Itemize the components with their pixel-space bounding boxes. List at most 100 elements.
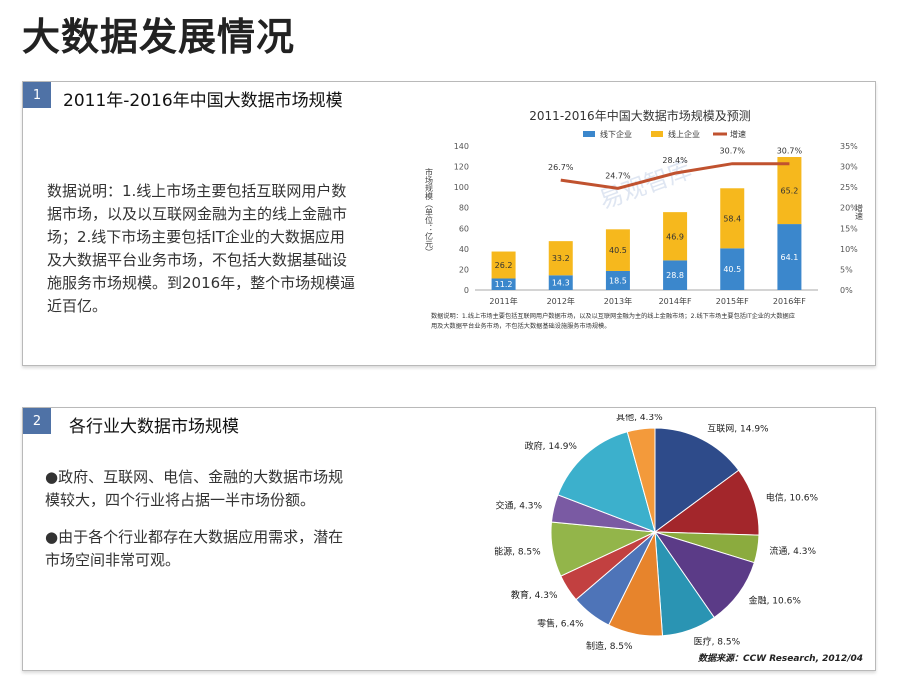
data-label-online: 65.2 bbox=[781, 187, 799, 196]
description-line: 数据说明：1.线上市场主要包括互联网用户数 bbox=[47, 182, 347, 200]
chart-source: 数据来源：CCW Research, 2012/04 bbox=[698, 653, 863, 664]
page-title: 大数据发展情况 bbox=[22, 15, 296, 59]
pie-label: 零售, 6.4% bbox=[537, 617, 584, 629]
x-tick-label: 2011年 bbox=[489, 296, 517, 306]
legend-swatch bbox=[583, 131, 595, 137]
chart-title: 2011-2016年中国大数据市场规模及预测 bbox=[529, 108, 750, 123]
x-tick-label: 2015年F bbox=[716, 296, 749, 306]
section-panel-industry-share: 2 各行业大数据市场规模 ●政府、互联网、电信、金融的大数据市场规 模较大，四个… bbox=[22, 407, 876, 671]
legend-label: 线下企业 bbox=[600, 129, 632, 139]
bullet-line: ●由于各个行业都存在大数据应用需求，潜在 bbox=[45, 528, 344, 546]
pie-label: 互联网, 14.9% bbox=[707, 423, 769, 434]
pie-slice bbox=[653, 531, 755, 619]
pie-label: 其他, 4.3% bbox=[616, 414, 663, 423]
legend-swatch bbox=[651, 131, 663, 137]
y-tick-label: 20 bbox=[459, 265, 469, 274]
pie-label: 政府, 14.9% bbox=[525, 440, 578, 452]
data-label-offline: 14.3 bbox=[552, 279, 570, 288]
description-line: 施服务市场规模。到2016年，整个市场规模逼 bbox=[47, 274, 356, 292]
pie-label: 制造, 8.5% bbox=[586, 640, 633, 652]
section-title: 2011年-2016年中国大数据市场规模 bbox=[63, 91, 343, 111]
pie-label: 电信, 10.6% bbox=[766, 491, 819, 503]
data-label-offline: 18.5 bbox=[609, 276, 627, 285]
legend-label: 线上企业 bbox=[668, 129, 700, 139]
data-label-offline: 40.5 bbox=[723, 265, 741, 274]
data-label-online: 40.5 bbox=[609, 246, 627, 255]
pie-label: 医疗, 8.5% bbox=[694, 635, 741, 647]
bullet-list: ●政府、互联网、电信、金融的大数据市场规 模较大，四个行业将占据一半市场份额。 … bbox=[45, 466, 413, 586]
pie-label: 能源, 8.5% bbox=[494, 546, 541, 558]
y-tick-label: 100 bbox=[454, 183, 469, 192]
chart-note: 用及大数据平台业务市场，不包括大数据基础设施服务市场规模。 bbox=[431, 322, 610, 330]
x-tick-label: 2012年 bbox=[547, 296, 575, 306]
growth-label: 26.7% bbox=[548, 163, 574, 172]
y2-tick-label: 5% bbox=[840, 265, 853, 274]
pie-label: 流通, 4.3% bbox=[769, 545, 816, 557]
description-line: 场；2.线下市场主要包括IT企业的大数据应用 bbox=[47, 228, 345, 246]
pie-label: 金融, 10.6% bbox=[749, 595, 802, 607]
bar-online bbox=[548, 241, 573, 276]
section-number-badge: 2 bbox=[23, 408, 51, 434]
description-line: 及大数据平台业务市场，不包括大数据基础设 bbox=[47, 251, 348, 269]
bullet-line: 市场空间非常可观。 bbox=[45, 551, 181, 569]
bar-offline bbox=[663, 260, 688, 290]
y2-tick-label: 0% bbox=[840, 286, 853, 295]
growth-label: 30.7% bbox=[777, 147, 803, 156]
bar-offline bbox=[491, 278, 516, 290]
data-label-online: 26.2 bbox=[495, 261, 513, 270]
growth-label: 28.4% bbox=[662, 156, 688, 165]
y-tick-label: 40 bbox=[459, 245, 469, 254]
legend-label: 增速 bbox=[730, 129, 746, 139]
bar-online bbox=[491, 251, 516, 279]
bullet-line: 模较大，四个行业将占据一半市场份额。 bbox=[45, 491, 316, 509]
y2-tick-label: 30% bbox=[840, 163, 858, 172]
pie-slice bbox=[557, 431, 656, 533]
bar-offline bbox=[548, 275, 573, 290]
pie-label: 交通, 4.3% bbox=[495, 499, 542, 511]
data-label-online: 46.9 bbox=[666, 232, 684, 241]
bar-online bbox=[777, 157, 802, 225]
data-label-offline: 11.2 bbox=[495, 280, 513, 289]
growth-line bbox=[560, 162, 790, 190]
y-tick-label: 140 bbox=[454, 142, 469, 151]
data-label-offline: 64.1 bbox=[781, 253, 799, 262]
y2-tick-label: 20% bbox=[840, 204, 858, 213]
data-label-online: 33.2 bbox=[552, 254, 570, 263]
x-tick-label: 2014年F bbox=[659, 296, 692, 306]
industry-pie-chart: 互联网, 14.9% 电信, 10.6% 流通, 4.3% 金融, 10.6% 医疗, … bbox=[494, 414, 863, 664]
pie-slice bbox=[654, 427, 740, 533]
section-title: 各行业大数据市场规模 bbox=[69, 417, 239, 437]
data-label-online: 58.4 bbox=[723, 214, 741, 223]
y2-tick-label: 10% bbox=[840, 245, 858, 254]
x-tick-label: 2013年 bbox=[604, 296, 632, 306]
y-axis-label: 市场规模（单位：亿元） bbox=[425, 167, 434, 256]
growth-label: 30.7% bbox=[720, 147, 746, 156]
section-number-badge: 1 bbox=[23, 82, 51, 108]
chart-note: 数据说明：1.线上市场主要包括互联网用户数据市场，以及以互联网金融为主的线上金融… bbox=[431, 312, 795, 320]
y2-tick-label: 35% bbox=[840, 142, 858, 151]
y-tick-label: 120 bbox=[454, 163, 469, 172]
pie-slice bbox=[653, 469, 760, 536]
description-line: 近百亿。 bbox=[47, 297, 108, 315]
bar-online bbox=[605, 229, 630, 271]
growth-label: 24.7% bbox=[605, 171, 631, 180]
bullet-line: ●政府、互联网、电信、金融的大数据市场规 bbox=[45, 468, 344, 486]
y-tick-label: 80 bbox=[459, 204, 469, 213]
y2-tick-label: 25% bbox=[840, 183, 858, 192]
data-label-offline: 28.8 bbox=[666, 271, 684, 280]
bar-online bbox=[663, 212, 688, 261]
description-line: 据市场，以及以互联网金融为主的线上金融市 bbox=[47, 205, 348, 223]
y2-tick-label: 15% bbox=[840, 224, 858, 233]
section-panel-market-size: 1 2011年-2016年中国大数据市场规模 数据说明：1.线上市场主要包括互联… bbox=[22, 81, 876, 366]
y-tick-label: 60 bbox=[459, 224, 469, 233]
bar-offline bbox=[605, 270, 630, 290]
bar-offline bbox=[777, 224, 802, 290]
bar-offline bbox=[720, 248, 745, 290]
x-tick-label: 2016年F bbox=[773, 296, 806, 306]
y-tick-label: 0 bbox=[464, 286, 469, 295]
pie-label: 教育, 4.3% bbox=[511, 589, 558, 601]
pie-slice bbox=[626, 427, 656, 533]
data-description: 数据说明：1.线上市场主要包括互联网用户数 据市场，以及以互联网金融为主的线上金… bbox=[47, 180, 411, 320]
y2-axis-label: 增速 bbox=[855, 203, 864, 221]
